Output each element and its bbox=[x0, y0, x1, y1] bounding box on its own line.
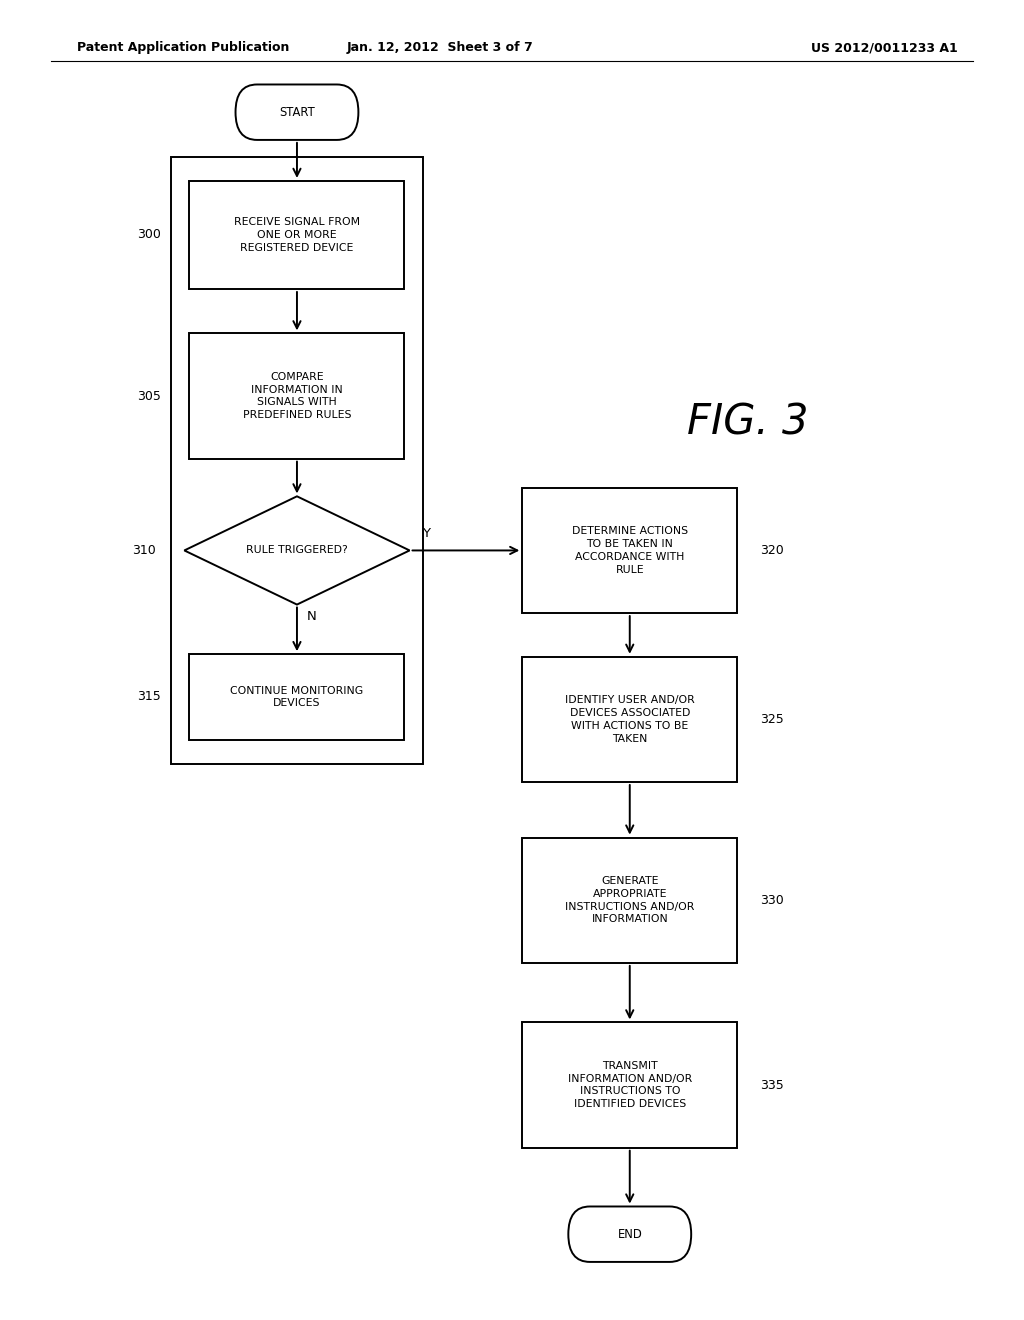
FancyBboxPatch shape bbox=[522, 1022, 737, 1147]
FancyBboxPatch shape bbox=[522, 837, 737, 964]
Polygon shape bbox=[184, 496, 410, 605]
Text: RECEIVE SIGNAL FROM
ONE OR MORE
REGISTERED DEVICE: RECEIVE SIGNAL FROM ONE OR MORE REGISTER… bbox=[233, 218, 360, 252]
Text: GENERATE
APPROPRIATE
INSTRUCTIONS AND/OR
INFORMATION: GENERATE APPROPRIATE INSTRUCTIONS AND/OR… bbox=[565, 876, 694, 924]
Text: 300: 300 bbox=[137, 228, 161, 242]
Text: DETERMINE ACTIONS
TO BE TAKEN IN
ACCORDANCE WITH
RULE: DETERMINE ACTIONS TO BE TAKEN IN ACCORDA… bbox=[571, 527, 688, 574]
Text: START: START bbox=[280, 106, 314, 119]
Text: COMPARE
INFORMATION IN
SIGNALS WITH
PREDEFINED RULES: COMPARE INFORMATION IN SIGNALS WITH PRED… bbox=[243, 372, 351, 420]
Text: Jan. 12, 2012  Sheet 3 of 7: Jan. 12, 2012 Sheet 3 of 7 bbox=[347, 41, 534, 54]
FancyBboxPatch shape bbox=[189, 655, 404, 739]
Text: 335: 335 bbox=[760, 1078, 783, 1092]
Text: 315: 315 bbox=[137, 690, 161, 704]
FancyBboxPatch shape bbox=[522, 488, 737, 612]
FancyBboxPatch shape bbox=[189, 334, 404, 459]
Text: 320: 320 bbox=[760, 544, 783, 557]
Text: FIG. 3: FIG. 3 bbox=[687, 401, 808, 444]
FancyBboxPatch shape bbox=[189, 181, 404, 289]
Text: Y: Y bbox=[422, 527, 430, 540]
Text: END: END bbox=[617, 1228, 642, 1241]
FancyBboxPatch shape bbox=[568, 1206, 691, 1262]
Text: CONTINUE MONITORING
DEVICES: CONTINUE MONITORING DEVICES bbox=[230, 685, 364, 709]
Text: IDENTIFY USER AND/OR
DEVICES ASSOCIATED
WITH ACTIONS TO BE
TAKEN: IDENTIFY USER AND/OR DEVICES ASSOCIATED … bbox=[565, 696, 694, 743]
Text: RULE TRIGGERED?: RULE TRIGGERED? bbox=[246, 545, 348, 556]
Text: Patent Application Publication: Patent Application Publication bbox=[77, 41, 289, 54]
Text: 330: 330 bbox=[760, 894, 783, 907]
Text: 310: 310 bbox=[132, 544, 156, 557]
FancyBboxPatch shape bbox=[522, 656, 737, 781]
Text: 325: 325 bbox=[760, 713, 783, 726]
FancyBboxPatch shape bbox=[236, 84, 358, 140]
Text: US 2012/0011233 A1: US 2012/0011233 A1 bbox=[811, 41, 957, 54]
Text: TRANSMIT
INFORMATION AND/OR
INSTRUCTIONS TO
IDENTIFIED DEVICES: TRANSMIT INFORMATION AND/OR INSTRUCTIONS… bbox=[567, 1061, 692, 1109]
Text: 305: 305 bbox=[137, 389, 161, 403]
Text: N: N bbox=[307, 610, 317, 623]
